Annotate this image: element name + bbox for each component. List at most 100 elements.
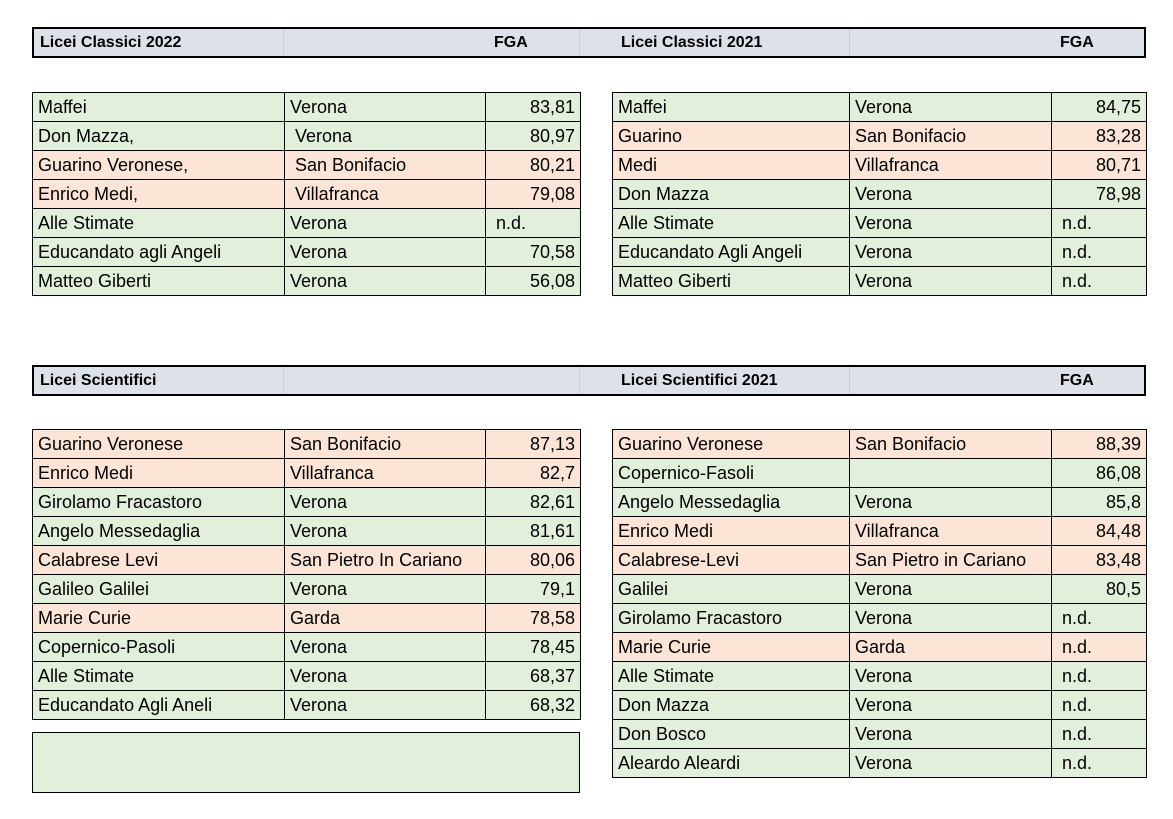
- fga-score-cell: 80,97: [485, 121, 581, 151]
- city-cell: Garda: [284, 603, 486, 633]
- table-row: Don Bosco Verona n.d.: [612, 719, 1147, 749]
- school-name-cell: Alle Stimate: [612, 208, 850, 238]
- fga-score-cell: n.d.: [1051, 266, 1147, 296]
- fga-score-cell: 82,7: [485, 458, 581, 488]
- school-name-cell: Enrico Medi: [612, 516, 850, 546]
- city-cell: Verona: [849, 690, 1052, 720]
- city-cell: Verona: [849, 603, 1052, 633]
- table-row: Alle Stimate Verona n.d.: [32, 208, 581, 238]
- table-row: Guarino Veronese San Bonifacio 87,13: [32, 429, 581, 459]
- school-name-cell: Guarino Veronese,: [32, 150, 285, 180]
- fga-score-cell: 83,28: [1051, 121, 1147, 151]
- school-name-cell: Alle Stimate: [612, 661, 850, 691]
- school-name-cell: Galilei: [612, 574, 850, 604]
- fga-score-cell: n.d.: [1051, 690, 1147, 720]
- school-name-cell: Galileo Galilei: [32, 574, 285, 604]
- city-cell: San Pietro in Cariano: [849, 545, 1052, 575]
- school-name-cell: Guarino: [612, 121, 850, 151]
- school-name-cell: Enrico Medi,: [32, 179, 285, 209]
- header-divider: [579, 29, 580, 56]
- table-row: Girolamo Fracastoro Verona 82,61: [32, 487, 581, 517]
- school-name-cell: Angelo Messedaglia: [32, 516, 285, 546]
- table-row: Maffei Verona 83,81: [32, 92, 581, 122]
- fga-score-cell: n.d.: [1051, 208, 1147, 238]
- header-divider: [283, 29, 284, 56]
- city-cell: San Pietro In Cariano: [284, 545, 486, 575]
- table-row: Marie Curie Garda n.d.: [612, 632, 1147, 662]
- school-name-cell: Guarino Veronese: [32, 429, 285, 459]
- fga-score-cell: 68,32: [485, 690, 581, 720]
- fga-score-cell: 56,08: [485, 266, 581, 296]
- fga-score-cell: 83,48: [1051, 545, 1147, 575]
- table-row: Guarino San Bonifacio 83,28: [612, 121, 1147, 151]
- city-cell: Verona: [284, 516, 486, 546]
- school-name-cell: Alle Stimate: [32, 661, 285, 691]
- school-name-cell: Maffei: [612, 92, 850, 122]
- city-cell: Verona: [849, 719, 1052, 749]
- fga-score-cell: 80,06: [485, 545, 581, 575]
- table-row: Alle Stimate Verona 68,37: [32, 661, 581, 691]
- city-cell: Verona: [849, 208, 1052, 238]
- header-divider: [579, 367, 580, 394]
- fga-score-cell: 78,58: [485, 603, 581, 633]
- table-licei-scientifici: Guarino Veronese San Bonifacio 87,13 Enrico…: [32, 429, 581, 720]
- table-licei-classici-2021: Maffei Verona 84,75 Guarino San Bonifacio 83,…: [612, 92, 1147, 296]
- header-divider: [849, 29, 850, 56]
- school-name-cell: Marie Curie: [32, 603, 285, 633]
- city-cell: Verona: [849, 237, 1052, 267]
- table-row: Medi Villafranca 80,71: [612, 150, 1147, 180]
- fga-score-cell: 87,13: [485, 429, 581, 459]
- school-name-cell: Calabrese Levi: [32, 545, 285, 575]
- city-cell: San Bonifacio: [284, 429, 486, 459]
- school-name-cell: Educandato Agli Angeli: [612, 237, 850, 267]
- fga-score-cell: n.d.: [1051, 748, 1147, 778]
- school-name-cell: Aleardo Aleardi: [612, 748, 850, 778]
- table-row: Don Mazza Verona n.d.: [612, 690, 1147, 720]
- header-title-classici-2022: Licei Classici 2022: [40, 34, 182, 51]
- header-divider: [849, 367, 850, 394]
- table-row: Educandato Agli Aneli Verona 68,32: [32, 690, 581, 720]
- table-row: Calabrese Levi San Pietro In Cariano 80,06: [32, 545, 581, 575]
- city-cell: Verona: [284, 266, 486, 296]
- fga-score-cell: 81,61: [485, 516, 581, 546]
- header-divider: [283, 367, 284, 394]
- table-licei-classici-2022: Maffei Verona 83,81 Don Mazza, Verona 80,97 G…: [32, 92, 581, 296]
- table-row: Angelo Messedaglia Verona 81,61: [32, 516, 581, 546]
- school-name-cell: Marie Curie: [612, 632, 850, 662]
- fga-score-cell: n.d.: [1051, 632, 1147, 662]
- table-row: Maffei Verona 84,75: [612, 92, 1147, 122]
- fga-score-cell: 85,8: [1051, 487, 1147, 517]
- table-row: Copernico-Fasoli 86,08: [612, 458, 1147, 488]
- school-name-cell: Don Mazza,: [32, 121, 285, 151]
- school-name-cell: Don Mazza: [612, 179, 850, 209]
- fga-score-cell: 78,98: [1051, 179, 1147, 209]
- table-row: Angelo Messedaglia Verona 85,8: [612, 487, 1147, 517]
- table-row: Enrico Medi Villafranca 82,7: [32, 458, 581, 488]
- city-cell: Verona: [284, 487, 486, 517]
- table-row: Copernico-Pasoli Verona 78,45: [32, 632, 581, 662]
- header-fga-scientifici-2021: FGA: [1060, 372, 1094, 389]
- school-name-cell: Girolamo Fracastoro: [32, 487, 285, 517]
- city-cell: Verona: [284, 121, 486, 151]
- header-title-scientifici-2021: Licei Scientifici 2021: [621, 372, 778, 389]
- city-cell: San Bonifacio: [284, 150, 486, 180]
- school-name-cell: Guarino Veronese: [612, 429, 850, 459]
- fga-score-cell: n.d.: [1051, 719, 1147, 749]
- school-name-cell: Don Mazza: [612, 690, 850, 720]
- fga-score-cell: 80,5: [1051, 574, 1147, 604]
- table-row: Enrico Medi Villafranca 84,48: [612, 516, 1147, 546]
- table-row: Alle Stimate Verona n.d.: [612, 661, 1147, 691]
- fga-score-cell: 86,08: [1051, 458, 1147, 488]
- city-cell: Garda: [849, 632, 1052, 662]
- school-name-cell: Matteo Giberti: [612, 266, 850, 296]
- table-row: Galileo Galilei Verona 79,1: [32, 574, 581, 604]
- fga-score-cell: 79,1: [485, 574, 581, 604]
- city-cell: Verona: [849, 661, 1052, 691]
- fga-score-cell: 79,08: [485, 179, 581, 209]
- table-row: Guarino Veronese, San Bonifacio 80,21: [32, 150, 581, 180]
- city-cell: Verona: [284, 237, 486, 267]
- fga-score-cell: 84,48: [1051, 516, 1147, 546]
- school-name-cell: Maffei: [32, 92, 285, 122]
- school-name-cell: Educandato Agli Aneli: [32, 690, 285, 720]
- table-row: Don Mazza, Verona 80,97: [32, 121, 581, 151]
